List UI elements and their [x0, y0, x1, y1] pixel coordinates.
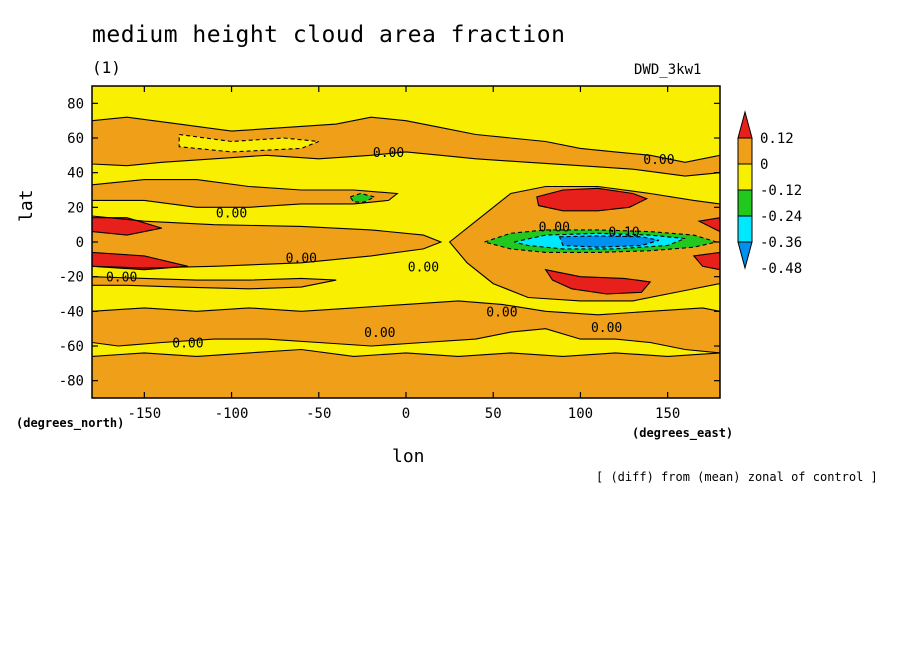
contour-label: 0.00 — [408, 260, 439, 275]
y-tick-label: 20 — [67, 200, 84, 216]
contour-red-east-edge-south — [692, 251, 720, 271]
region-north-orange-band — [92, 117, 720, 177]
colorbar-label: -0.24 — [760, 209, 802, 225]
colorbar-label: -0.36 — [760, 235, 802, 251]
contour-south-mid-orange — [92, 276, 337, 290]
contour-north-subtropical-orange — [92, 179, 399, 208]
colorbar-bin — [737, 163, 753, 191]
contour-east-tropical-orange — [448, 185, 720, 302]
colorbar-bottom-arrow — [737, 241, 753, 270]
y-tick-label: 40 — [67, 166, 84, 182]
contour-regions — [92, 117, 720, 398]
x-tick-label: -100 — [215, 406, 249, 422]
contour-red-west-south — [92, 251, 189, 271]
contour-equatorial-cyan — [514, 232, 686, 250]
contour-south-red-east — [544, 268, 652, 295]
axes: -150 -100 -50 0 50 100 150 -80 -60 -40 -20 0 20 40 60 8… — [59, 86, 720, 422]
contour-label: 0.00 — [286, 252, 317, 267]
x-tick-label: 50 — [485, 406, 502, 422]
y-units: (degrees_north) — [16, 416, 125, 430]
region-north-subtropical-orange — [92, 179, 398, 208]
y-tick-label: 60 — [67, 131, 84, 147]
region-red-west-north — [92, 217, 162, 236]
y-axis-label: lat — [16, 189, 37, 222]
y-tick-label: -20 — [59, 270, 84, 286]
contour-antarctic-orange — [92, 348, 720, 398]
region-antarctic-orange — [92, 349, 720, 398]
region-red-east-edge-north — [699, 217, 720, 232]
contour-label: 0.00 — [106, 271, 137, 286]
contour-green-blob-atlantic — [349, 192, 377, 203]
colorbar-bin — [737, 215, 753, 243]
colorbar-top-arrow — [737, 110, 753, 139]
region-equatorial-blue — [559, 235, 659, 248]
region-south-red-east — [545, 269, 651, 294]
chart-subtitle: (1) — [92, 58, 121, 77]
y-tick-label: 80 — [67, 96, 84, 112]
contour-red-west-north — [92, 217, 162, 236]
colorbar-label: 0.12 — [760, 131, 794, 147]
y-tick-label: -60 — [59, 339, 84, 355]
colorbar-bin — [737, 137, 753, 165]
x-axis-label: lon — [392, 446, 425, 467]
region-south-subtropical-orange — [92, 300, 720, 353]
chart-title: medium height cloud area fraction — [92, 22, 566, 48]
region-north-top-yellow-patch — [179, 134, 319, 152]
contour-lines — [92, 116, 720, 398]
contour-north-orange-band — [92, 116, 720, 177]
region-equatorial-orange-west — [92, 216, 441, 268]
contour-label: 0.00 — [486, 305, 517, 320]
region-red-east-edge-south — [693, 252, 720, 270]
y-tick-label: -40 — [59, 304, 84, 320]
contour-label: 0.00 — [216, 207, 247, 222]
y-tick-label: 0 — [76, 235, 84, 251]
contour-label: 0.00 — [172, 337, 203, 352]
contour-north-top-yellow-patch — [178, 133, 320, 153]
colorbar-label: -0.48 — [760, 261, 802, 277]
x-units: (degrees_east) — [632, 426, 734, 440]
colorbar-bin — [737, 189, 753, 217]
x-tick-label: 100 — [568, 406, 593, 422]
region-red-west-south — [92, 252, 188, 270]
contour-label: 0.00 — [373, 146, 404, 161]
x-tick-label: -150 — [127, 406, 161, 422]
contour-equatorial-blue — [558, 235, 660, 248]
colorbar-label: -0.12 — [760, 183, 802, 199]
contour-equatorial-orange-west — [92, 215, 443, 269]
contour-label: 0.00 — [591, 321, 622, 336]
region-green-blob-atlantic — [350, 193, 375, 203]
contour-labels: 0.00 0.00 0.00 0.00 0.00 0.00 0.00 0.10 0.00 0.00… — [106, 146, 675, 352]
contour-south-subtropical-orange — [92, 300, 720, 354]
colorbar: 0.12 0 -0.12 -0.24 -0.36 -0.48 — [737, 110, 802, 277]
x-tick-label: 150 — [655, 406, 680, 422]
colorbar-label: 0 — [760, 157, 768, 173]
x-tick-label: 0 — [402, 406, 410, 422]
contour-north-red-east — [536, 187, 649, 212]
y-tick-label: -80 — [59, 374, 84, 390]
contour-label: 0.00 — [364, 326, 395, 341]
contour-label: 0.10 — [608, 226, 639, 241]
contour-red-east-edge-north — [697, 217, 720, 233]
model-name: DWD_3kw1 — [634, 62, 702, 78]
x-tick-label: -50 — [306, 406, 331, 422]
footnote: [ (diff) from (mean) zonal of control ] — [596, 470, 878, 484]
contour-label: 0.00 — [539, 220, 570, 235]
contour-label: 0.00 — [643, 153, 674, 168]
region-north-red-east — [536, 188, 647, 211]
